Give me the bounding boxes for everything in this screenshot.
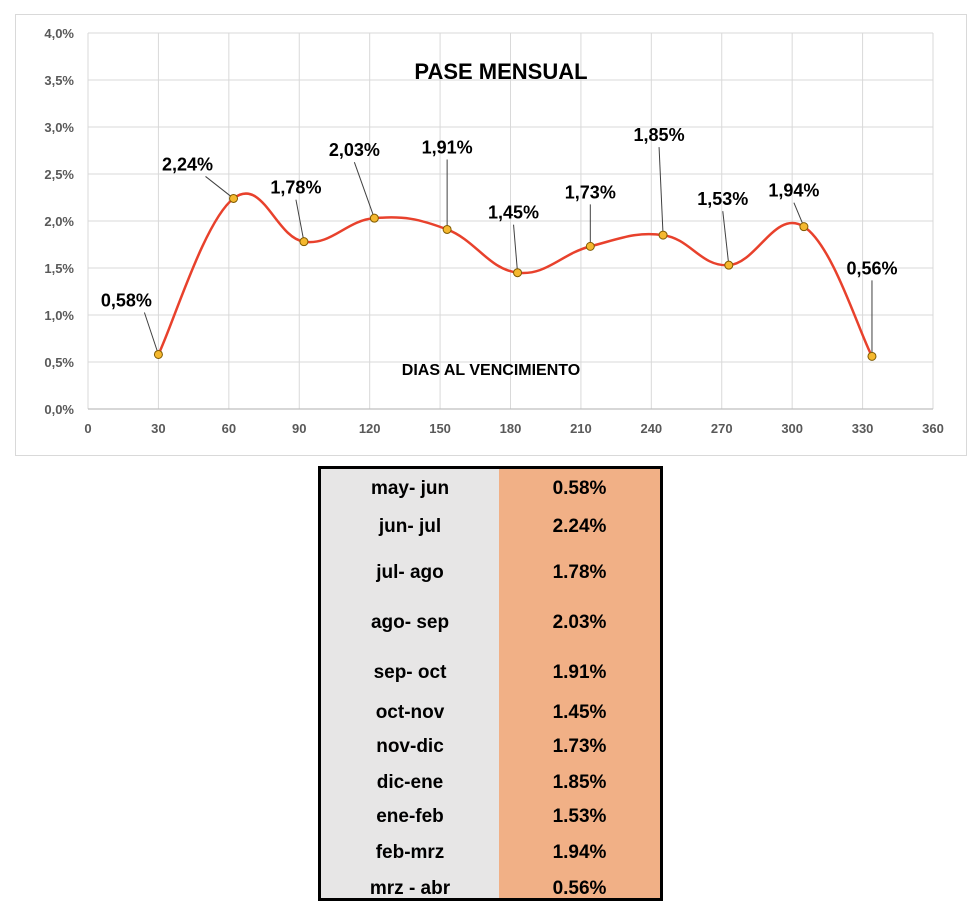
table-row: feb-mrz 1.94% <box>321 838 660 868</box>
x-tick-label: 0 <box>84 421 91 436</box>
table-top-border <box>318 466 663 469</box>
data-point <box>585 241 595 251</box>
period-cell: ago- sep <box>370 612 450 633</box>
y-tick-label: 3,5% <box>44 73 74 88</box>
data-point <box>799 222 809 232</box>
rate-cell: 1.45% <box>552 702 607 723</box>
period-cell: dic-ene <box>376 772 444 793</box>
x-tick-label: 150 <box>429 421 451 436</box>
rate-cell: 1.94% <box>552 842 607 863</box>
x-tick-label: 60 <box>222 421 236 436</box>
data-label: 1,94% <box>768 181 819 201</box>
x-tick-label: 330 <box>852 421 874 436</box>
table-row: dic-ene 1.85% <box>321 768 660 798</box>
chart-container: 0,0% 0,5% 1,0% 1,5% 2,0% 2,5% 3,0% 3,5% 4,0% 0 30 6… <box>15 14 967 456</box>
y-tick-label: 1,0% <box>44 308 74 323</box>
data-point <box>299 237 309 247</box>
rate-cell: 1.53% <box>552 806 607 827</box>
period-cell: jun- jul <box>378 516 442 537</box>
grid-layer <box>87 32 934 410</box>
rate-cell: 1.91% <box>552 662 607 683</box>
table-row: ene-feb 1.53% <box>321 802 660 832</box>
data-label: 2,24% <box>162 154 213 174</box>
rate-cell: 1.73% <box>552 736 607 757</box>
period-cell: may- jun <box>370 478 450 499</box>
data-point <box>442 224 452 234</box>
data-point <box>369 213 379 223</box>
data-label: 1,73% <box>565 182 616 202</box>
x-tick-label: 300 <box>781 421 803 436</box>
table-row: mrz - abr 0.56% <box>321 874 660 904</box>
table-row: jun- jul 2.24% <box>321 512 660 542</box>
data-label: 1,91% <box>422 137 473 157</box>
data-label: 1,85% <box>634 125 685 145</box>
table-row: ago- sep 2.03% <box>321 608 660 638</box>
x-tick-label: 180 <box>500 421 522 436</box>
data-point <box>658 230 668 240</box>
leader-line <box>513 224 519 273</box>
period-cell: feb-mrz <box>375 842 445 863</box>
leader-line <box>205 176 234 199</box>
table-row: oct-nov 1.45% <box>321 698 660 728</box>
x-tick-label: 210 <box>570 421 592 436</box>
y-tick-label: 0,0% <box>44 402 74 417</box>
period-cell: oct-nov <box>375 702 445 723</box>
y-tick-label: 0,5% <box>44 355 74 370</box>
rate-cell: 2.03% <box>552 612 607 633</box>
data-label: 0,56% <box>846 258 897 278</box>
x-axis-label: DIAS AL VENCIMIENTO <box>402 362 580 379</box>
data-label: 1,45% <box>488 203 539 223</box>
leader-line <box>143 312 159 355</box>
table-row: sep- oct 1.91% <box>321 658 660 688</box>
data-point <box>724 260 734 270</box>
pase-table: may- jun 0.58% jun- jul 2.24% jul- ago 1.78% a… <box>318 462 663 902</box>
period-column <box>321 469 499 898</box>
leader-lines <box>143 147 873 357</box>
data-label: 1,53% <box>697 189 748 209</box>
period-cell: sep- oct <box>373 662 447 683</box>
data-point <box>153 349 163 359</box>
y-tick-label: 1,5% <box>44 261 74 276</box>
rate-cell: 1.78% <box>552 562 607 583</box>
data-label: 2,03% <box>329 140 380 160</box>
data-label: 0,58% <box>101 290 152 310</box>
table-row: may- jun 0.58% <box>321 474 660 504</box>
leader-line <box>353 162 375 219</box>
x-tick-label: 90 <box>292 421 306 436</box>
x-tick-label: 360 <box>922 421 944 436</box>
rate-column <box>499 469 660 898</box>
table-row: nov-dic 1.73% <box>321 732 660 762</box>
markers <box>153 193 877 361</box>
period-cell: mrz - abr <box>369 878 451 899</box>
data-point <box>513 268 523 278</box>
leader-line <box>295 199 305 242</box>
data-point <box>229 193 239 203</box>
y-tick-label: 4,0% <box>44 26 74 41</box>
x-tick-label: 120 <box>359 421 381 436</box>
axis-layer: 0,0% 0,5% 1,0% 1,5% 2,0% 2,5% 3,0% 3,5% 4,0% 0 30 6… <box>44 26 943 436</box>
data-labels: 0,58% 2,24% 1,78% 2,03% 1,91% 1,45% 1,73% 1,85%… <box>101 125 898 310</box>
y-tick-label: 2,0% <box>44 214 74 229</box>
data-point <box>867 351 877 361</box>
y-tick-label: 3,0% <box>44 120 74 135</box>
x-tick-label: 30 <box>151 421 165 436</box>
rate-cell: 0.58% <box>552 478 607 499</box>
data-label: 1,78% <box>270 178 321 198</box>
table-row: jul- ago 1.78% <box>321 558 660 588</box>
leader-line <box>658 147 664 236</box>
chart-title: PASE MENSUAL <box>414 59 587 84</box>
x-tick-label: 270 <box>711 421 733 436</box>
x-tick-label: 240 <box>640 421 662 436</box>
period-cell: jul- ago <box>376 562 444 583</box>
period-cell: ene-feb <box>376 806 444 827</box>
rate-cell: 1.85% <box>552 772 607 793</box>
leader-line <box>722 211 730 266</box>
rate-cell: 2.24% <box>552 516 607 537</box>
y-tick-label: 2,5% <box>44 167 74 182</box>
period-cell: nov-dic <box>376 736 444 757</box>
rate-cell: 0.56% <box>552 878 607 899</box>
line-chart: 0,0% 0,5% 1,0% 1,5% 2,0% 2,5% 3,0% 3,5% 4,0% 0 30 6… <box>44 26 943 436</box>
table-frame: may- jun 0.58% jun- jul 2.24% jul- ago 1.78% a… <box>318 469 663 901</box>
